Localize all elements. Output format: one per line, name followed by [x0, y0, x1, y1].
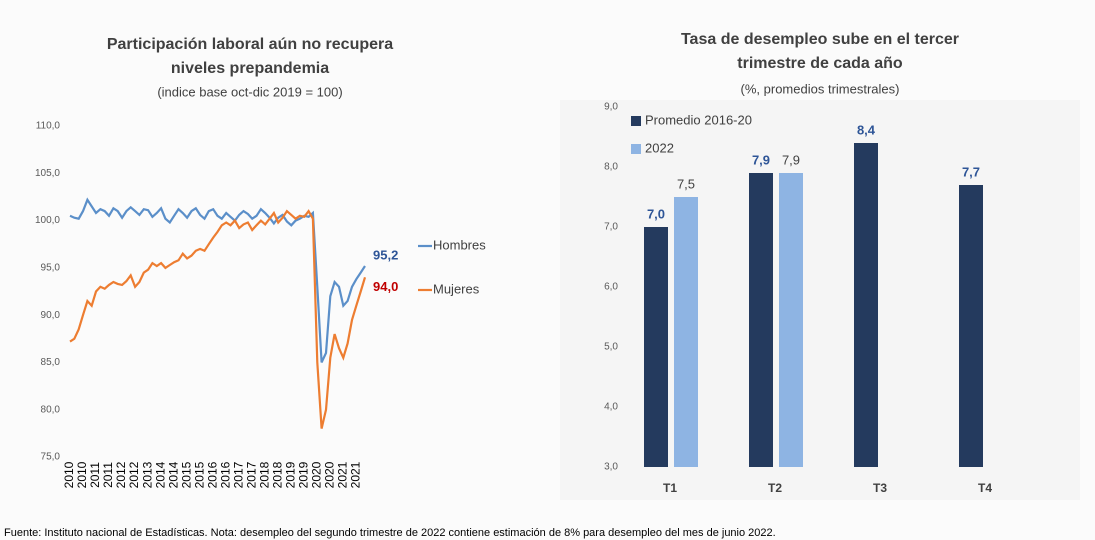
- legend-swatch: [631, 144, 641, 154]
- x-tick-label: 2018: [270, 461, 284, 488]
- y-tick-label: 110,0: [36, 121, 61, 132]
- x-tick-label: 2011: [88, 462, 102, 488]
- x-tick-label: 2019: [296, 461, 310, 488]
- watermark: [560, 100, 1080, 500]
- x-tick-label: 2011: [101, 462, 115, 488]
- y-tick-label: 105,0: [35, 168, 60, 179]
- x-tick-label: 2021: [335, 461, 349, 488]
- legend-label: 2022: [645, 140, 674, 155]
- x-tick-label: 2016: [205, 461, 219, 488]
- y-tick-label: 3,0: [604, 462, 618, 473]
- x-tick-label: 2020: [309, 461, 323, 488]
- x-tick-label: 2020: [322, 461, 336, 488]
- legend-swatch: [631, 116, 641, 126]
- x-tick-label: 2012: [127, 461, 141, 488]
- chart-title: trimestre de cada año: [737, 55, 903, 72]
- chart-title: Participación laboral aún no recupera: [107, 36, 393, 53]
- x-tick-label: 2018: [257, 461, 271, 488]
- x-tick-label: T2: [768, 481, 782, 495]
- chart-subtitle: (%, promedios trimestrales): [741, 81, 900, 96]
- x-tick-label: 2016: [218, 461, 232, 488]
- data-label: 7,5: [677, 176, 695, 191]
- y-tick-label: 75,0: [41, 452, 61, 463]
- y-tick-label: 6,0: [604, 282, 618, 293]
- x-tick-label: 2015: [192, 461, 206, 488]
- x-tick-label: 2017: [244, 461, 258, 488]
- x-tick-label: 2012: [114, 461, 128, 488]
- y-tick-label: 85,0: [41, 357, 61, 368]
- data-label: 7,9: [752, 152, 770, 167]
- y-tick-label: 4,0: [604, 402, 618, 413]
- legend-label: Mujeres: [433, 281, 480, 296]
- bar: [644, 227, 668, 467]
- data-label: 7,0: [647, 206, 665, 221]
- data-label: 7,7: [962, 164, 980, 179]
- bar: [749, 173, 773, 467]
- data-label: 7,9: [782, 152, 800, 167]
- x-tick-label: 2019: [283, 461, 297, 488]
- y-tick-label: 80,0: [41, 404, 61, 415]
- chart-title: Tasa de desempleo sube en el tercer: [681, 31, 959, 48]
- line-series: [69, 197, 366, 363]
- x-tick-label: 2010: [75, 461, 89, 488]
- x-tick-label: 2021: [348, 461, 362, 488]
- legend-label: Promedio 2016-20: [645, 112, 752, 127]
- footer: Fuente: Instituto nacional de Estadístic…: [4, 527, 776, 539]
- x-tick-label: 2014: [166, 461, 180, 488]
- data-label: 8,4: [857, 122, 876, 137]
- y-tick-label: 90,0: [41, 310, 61, 321]
- x-tick-label: 2013: [140, 461, 154, 488]
- x-tick-label: T4: [978, 481, 992, 495]
- y-tick-label: 9,0: [604, 102, 618, 113]
- bar: [779, 173, 803, 467]
- line-series: [69, 209, 367, 429]
- y-tick-label: 7,0: [604, 222, 618, 233]
- x-tick-label: T1: [663, 481, 677, 495]
- bar: [674, 197, 698, 467]
- chart-title: niveles prepandemia: [171, 60, 329, 77]
- y-tick-label: 95,0: [41, 262, 61, 273]
- bar: [854, 143, 878, 467]
- legend-label: Hombres: [433, 237, 486, 252]
- x-tick-label: 2010: [62, 461, 76, 488]
- data-label: 95,2: [373, 247, 398, 262]
- x-tick-label: 2017: [231, 461, 245, 488]
- x-tick-label: 2015: [179, 461, 193, 488]
- bar: [959, 185, 983, 467]
- y-tick-label: 8,0: [604, 162, 618, 173]
- y-tick-label: 100,0: [35, 215, 60, 226]
- x-tick-label: 2014: [153, 461, 167, 488]
- data-label: 94,0: [373, 279, 398, 294]
- x-tick-label: T3: [873, 481, 887, 495]
- chart-subtitle: (indice base oct-dic 2019 = 100): [157, 84, 342, 99]
- y-tick-label: 5,0: [604, 342, 618, 353]
